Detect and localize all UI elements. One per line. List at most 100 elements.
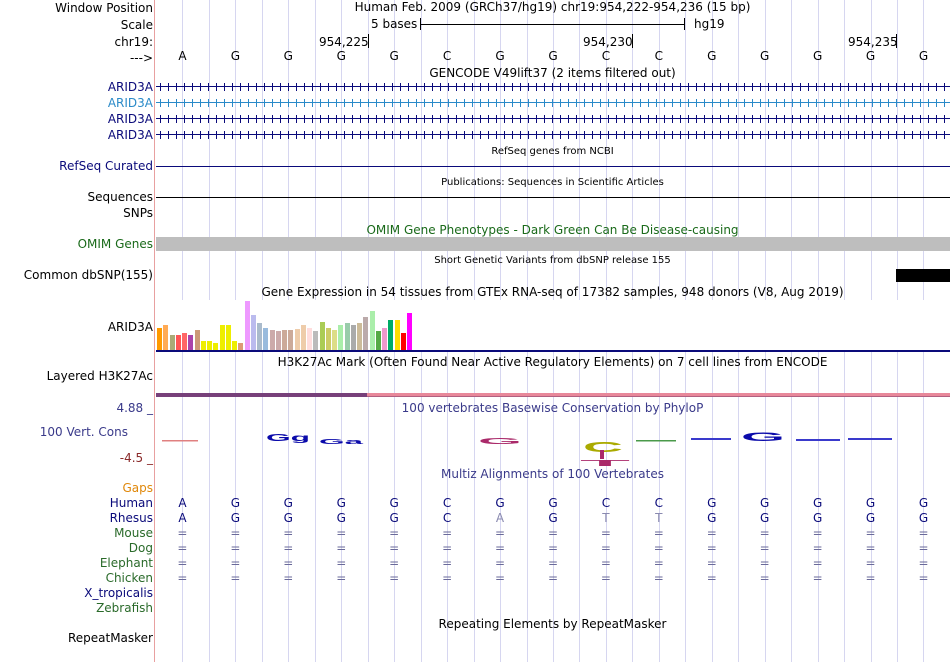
alignment-base: = bbox=[177, 526, 188, 540]
snps-track-label[interactable]: SNPs bbox=[123, 206, 153, 220]
gtex-track-label[interactable]: ARID3A bbox=[107, 320, 153, 334]
gtex-tissue-bar[interactable] bbox=[332, 330, 337, 350]
gtex-tissue-bar[interactable] bbox=[344, 323, 350, 350]
gtex-tissue-bar[interactable] bbox=[369, 311, 375, 350]
alignment-base: = bbox=[283, 526, 294, 540]
gtex-tissue-bar[interactable] bbox=[244, 301, 250, 350]
gtex-tissue-bar[interactable] bbox=[400, 333, 406, 350]
gtex-tissue-bar[interactable] bbox=[288, 330, 294, 350]
dbsnp-track-label[interactable]: Common dbSNP(155) bbox=[23, 268, 153, 282]
gencode-transcript-line[interactable] bbox=[156, 131, 950, 139]
gencode-transcript-label[interactable]: ARID3A bbox=[107, 96, 153, 110]
cons-logo-glyph: Ga bbox=[319, 439, 363, 446]
gtex-tissue-bar[interactable] bbox=[269, 330, 275, 350]
gtex-tissue-bar[interactable] bbox=[213, 343, 219, 350]
gtex-tissue-bar[interactable] bbox=[207, 341, 212, 350]
sequences-track-label[interactable]: Sequences bbox=[87, 190, 153, 204]
gtex-tissue-bar[interactable] bbox=[275, 331, 281, 350]
gtex-tissue-bar[interactable] bbox=[225, 325, 231, 350]
h3k27ac-signal-pink[interactable] bbox=[367, 393, 950, 397]
species-label[interactable]: X_tropicalis bbox=[84, 586, 153, 600]
species-label[interactable]: Human bbox=[109, 496, 153, 510]
gtex-tissue-bar[interactable] bbox=[394, 320, 400, 350]
alignment-base: = bbox=[389, 541, 400, 555]
alignment-base: A bbox=[178, 496, 187, 510]
alignment-base: G bbox=[812, 496, 823, 510]
gtex-tissue-bar[interactable] bbox=[388, 320, 394, 350]
conservation-track-label[interactable]: 100 Vert. Cons bbox=[39, 425, 128, 439]
gtex-tissue-bar[interactable] bbox=[169, 335, 175, 350]
alignment-base: = bbox=[865, 571, 876, 585]
gencode-transcript-label[interactable]: ARID3A bbox=[107, 112, 153, 126]
gencode-transcript-label[interactable]: ARID3A bbox=[107, 128, 153, 142]
gtex-tissue-bar[interactable] bbox=[307, 328, 312, 350]
alignment-base: G bbox=[495, 496, 505, 510]
reference-base: C bbox=[601, 49, 611, 63]
reference-base: G bbox=[865, 49, 876, 63]
gtex-tissue-bar[interactable] bbox=[194, 330, 200, 350]
omim-track-label[interactable]: OMIM Genes bbox=[77, 237, 153, 251]
alignment-base: = bbox=[230, 541, 241, 555]
alignment-base: = bbox=[759, 541, 770, 555]
dbsnp-variant-block[interactable] bbox=[896, 269, 950, 282]
species-label[interactable]: Elephant bbox=[99, 556, 153, 570]
gtex-tissue-bar[interactable] bbox=[350, 325, 356, 350]
gtex-tissue-bar[interactable] bbox=[232, 341, 237, 350]
gtex-tissue-bar[interactable] bbox=[338, 325, 344, 350]
gencode-transcript-label[interactable]: ARID3A bbox=[107, 80, 153, 94]
gtex-tissue-bar[interactable] bbox=[257, 323, 262, 350]
conservation-logo[interactable]: Gg Ga G C T G bbox=[156, 428, 950, 468]
species-label[interactable]: Rhesus bbox=[109, 511, 153, 525]
alignment-base: G bbox=[336, 496, 346, 510]
ruler-tick-mark bbox=[368, 34, 369, 48]
gtex-tissue-bar[interactable] bbox=[219, 325, 225, 350]
cons-mark bbox=[691, 438, 731, 440]
h3k27ac-signal-purple[interactable] bbox=[156, 393, 367, 397]
gtex-tissue-bar[interactable] bbox=[363, 317, 369, 350]
gencode-transcript-line[interactable] bbox=[156, 83, 950, 91]
h3k27ac-track-label[interactable]: Layered H3K27Ac bbox=[46, 369, 153, 383]
alignment-base: G bbox=[812, 511, 823, 525]
species-label[interactable]: Mouse bbox=[114, 526, 153, 540]
gtex-tissue-bar[interactable] bbox=[182, 333, 187, 350]
alignment-base: G bbox=[760, 511, 770, 525]
species-label[interactable]: Chicken bbox=[105, 571, 153, 585]
gtex-tissue-bar[interactable] bbox=[188, 335, 194, 350]
gtex-tissue-bar[interactable] bbox=[250, 315, 256, 350]
species-label[interactable]: Zebrafish bbox=[96, 601, 153, 615]
sequences-track-line[interactable] bbox=[156, 197, 950, 198]
reference-base: G bbox=[760, 49, 770, 63]
gtex-tissue-bar[interactable] bbox=[263, 328, 269, 350]
gtex-tissue-bar[interactable] bbox=[282, 330, 287, 350]
omim-feature-bar[interactable] bbox=[156, 237, 950, 251]
gtex-tissue-bar[interactable] bbox=[325, 328, 331, 350]
gencode-transcript-line[interactable] bbox=[156, 115, 950, 123]
gtex-tissue-bar[interactable] bbox=[294, 329, 300, 350]
gtex-tissue-bar[interactable] bbox=[382, 328, 387, 350]
gencode-transcript-line[interactable] bbox=[156, 99, 950, 107]
gtex-tissue-bar[interactable] bbox=[175, 335, 181, 350]
gtex-tissue-bar[interactable] bbox=[407, 313, 412, 350]
gtex-tissue-bar[interactable] bbox=[163, 325, 169, 350]
alignment-base: = bbox=[442, 571, 453, 585]
cons-mark bbox=[162, 440, 198, 442]
gtex-tissue-bar[interactable] bbox=[319, 322, 325, 350]
alignment-base: = bbox=[812, 571, 823, 585]
alignment-base: = bbox=[653, 571, 664, 585]
gtex-tissue-bar[interactable] bbox=[357, 323, 362, 350]
species-label[interactable]: Dog bbox=[128, 541, 153, 555]
alignment-base: = bbox=[759, 556, 770, 570]
gtex-tissue-bar[interactable] bbox=[313, 331, 319, 350]
cons-logo-glyph: T bbox=[580, 459, 631, 468]
repeatmasker-track-label[interactable]: RepeatMasker bbox=[67, 631, 153, 645]
gtex-tissue-bar[interactable] bbox=[300, 325, 306, 350]
gtex-tissue-bar[interactable] bbox=[375, 331, 381, 350]
alignment-base: C bbox=[442, 511, 452, 525]
gtex-tissue-bar[interactable] bbox=[238, 343, 244, 350]
alignment-base: = bbox=[230, 556, 241, 570]
refseq-track-line[interactable] bbox=[156, 166, 950, 167]
gtex-tissue-bar[interactable] bbox=[200, 341, 206, 350]
alignment-base: = bbox=[600, 526, 611, 540]
gtex-tissue-bar[interactable] bbox=[157, 328, 162, 350]
refseq-track-label[interactable]: RefSeq Curated bbox=[59, 159, 153, 173]
